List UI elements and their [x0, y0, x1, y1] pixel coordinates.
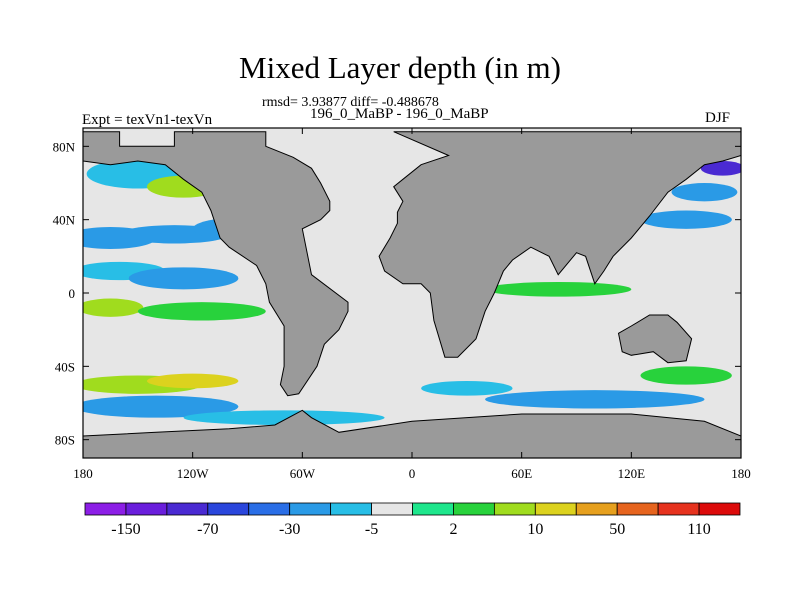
- anomaly-blob: [421, 381, 513, 396]
- land-americas: [83, 131, 349, 397]
- colorbar-box: [575, 502, 618, 516]
- anomaly-blob: [658, 230, 732, 246]
- x-tick-label: 180: [731, 466, 751, 481]
- colorbar-label: 50: [609, 521, 625, 538]
- colorbar-box: [453, 502, 495, 516]
- colorbar-label: -150: [111, 521, 140, 538]
- colorbar-label: -5: [365, 521, 378, 538]
- season-label: DJF: [705, 110, 731, 126]
- colorbar-label: -70: [197, 521, 218, 538]
- anomaly-blob: [83, 395, 239, 418]
- colorbar-box: [207, 502, 250, 516]
- anomaly-blob: [183, 410, 385, 425]
- colorbar-box: [616, 502, 659, 516]
- colorbar: -150 -70 -30 -5 2 10 50 110: [84, 502, 741, 538]
- colorbar-box: [493, 502, 536, 516]
- anomaly-blob: [128, 267, 239, 290]
- anomaly-blob: [485, 282, 632, 297]
- y-tick-label: 0: [69, 286, 76, 301]
- colorbar-box: [248, 502, 291, 516]
- x-tick-label: 120E: [618, 466, 646, 481]
- stats-line: rmsd= 3.93877 diff= -0.488678: [262, 95, 439, 110]
- colorbar-box: [125, 502, 168, 516]
- colorbar-label: 110: [687, 521, 710, 538]
- anomaly-blob: [671, 183, 738, 202]
- anomaly-blob: [640, 366, 732, 385]
- axis-ticks: 180 120W 60W 0 60E 120E 180 80N 40N 0 40S 80S: [53, 128, 751, 481]
- colorbar-box: [289, 502, 332, 516]
- colorbar-box: [166, 502, 209, 516]
- colorbar-box: [657, 502, 700, 516]
- land-australia: [617, 314, 693, 364]
- colorbar-box: [84, 502, 127, 516]
- anomaly-blob: [485, 390, 705, 409]
- x-tick-label: 60W: [290, 466, 316, 481]
- land-eurasia-africa: [378, 131, 741, 358]
- run-names-label: 196_0_MaBP - 196_0_MaBP: [310, 106, 489, 122]
- colorbar-label: 2: [449, 521, 457, 538]
- anomaly-blob: [700, 161, 741, 176]
- anomaly-blob: [640, 210, 732, 229]
- colorbar-box: [412, 502, 454, 516]
- y-tick-label: 80S: [55, 433, 75, 448]
- anomaly-blob: [137, 302, 266, 321]
- anomaly-blob: [83, 298, 144, 317]
- y-tick-label: 40N: [53, 213, 76, 228]
- x-tick-label: 120W: [177, 466, 210, 481]
- experiment-label: Expt = texVn1-texVn: [82, 112, 213, 128]
- y-tick-label: 40S: [55, 359, 75, 374]
- land-antarctica: [83, 409, 741, 458]
- colorbar-label: 10: [527, 521, 543, 538]
- x-tick-label: 0: [409, 466, 416, 481]
- colorbar-box: [698, 502, 741, 516]
- colorbar-box: [330, 502, 372, 516]
- colorbar-box: [371, 502, 413, 516]
- land-layer: [83, 131, 741, 458]
- x-tick-label: 60E: [511, 466, 532, 481]
- x-tick-label: 180: [73, 466, 93, 481]
- y-tick-label: 80N: [53, 139, 76, 154]
- colorbar-label: -30: [279, 521, 300, 538]
- chart-title: Mixed Layer depth (in m): [239, 50, 561, 85]
- anomaly-blob: [146, 373, 239, 389]
- colorbar-box: [534, 502, 577, 516]
